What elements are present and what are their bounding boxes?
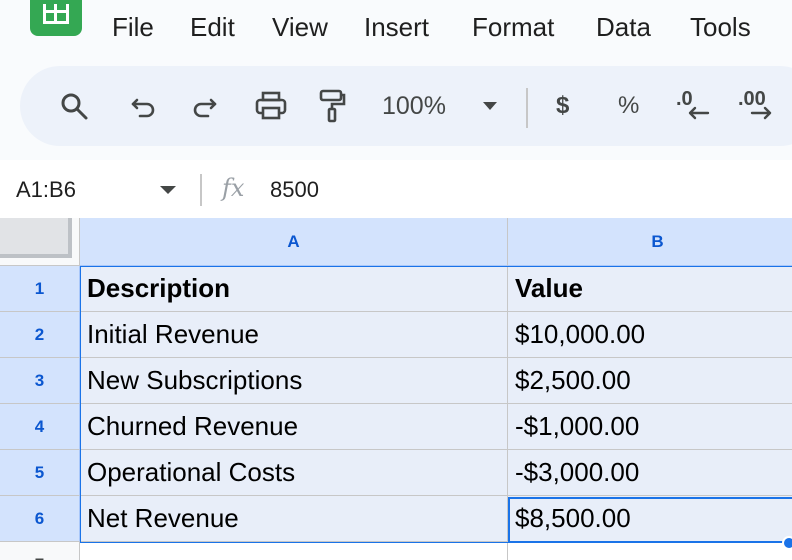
- menu-tools[interactable]: Tools: [690, 12, 751, 42]
- row-header-6[interactable]: 6: [0, 496, 80, 542]
- row-header-7[interactable]: 7: [0, 542, 80, 560]
- spreadsheet-grid: A B 1 Description Value 2 Initial Revenu…: [0, 218, 792, 560]
- select-all-corner[interactable]: [0, 218, 80, 266]
- toolbar: 100% $ % .0 .00: [20, 66, 792, 146]
- zoom-select[interactable]: 100%: [382, 91, 446, 120]
- cell-a1[interactable]: Description: [80, 266, 508, 312]
- undo-icon[interactable]: [124, 66, 164, 146]
- sheets-logo-icon[interactable]: [30, 0, 82, 36]
- cell-a2[interactable]: Initial Revenue: [80, 312, 508, 358]
- formula-input[interactable]: 8500: [270, 177, 319, 202]
- name-box[interactable]: A1:B6: [16, 177, 76, 202]
- row-header-3[interactable]: 3: [0, 358, 80, 404]
- decrease-decimal-button[interactable]: .0: [672, 66, 716, 146]
- paint-format-icon[interactable]: [312, 66, 352, 146]
- menu-bar: File Edit View Insert Format Data Tools: [0, 0, 792, 60]
- menu-data[interactable]: Data: [596, 12, 651, 42]
- chevron-down-icon[interactable]: [478, 66, 502, 146]
- menu-file[interactable]: File: [112, 12, 154, 42]
- cell-a5[interactable]: Operational Costs: [80, 450, 508, 496]
- cell-a7[interactable]: [80, 542, 508, 560]
- cell-b3[interactable]: $2,500.00: [508, 358, 792, 404]
- cell-a6[interactable]: Net Revenue: [80, 496, 508, 542]
- column-header-b[interactable]: B: [508, 218, 792, 266]
- cell-b4[interactable]: -$1,000.00: [508, 404, 792, 450]
- chevron-down-icon[interactable]: [160, 186, 176, 194]
- function-icon: fx: [222, 174, 245, 202]
- currency-format-button[interactable]: $: [556, 92, 570, 119]
- cell-b6[interactable]: $8,500.00: [508, 496, 792, 542]
- increase-decimal-button[interactable]: .00: [736, 66, 780, 146]
- percent-format-button[interactable]: %: [618, 92, 640, 119]
- menu-edit[interactable]: Edit: [190, 12, 235, 42]
- menu-insert[interactable]: Insert: [364, 12, 430, 42]
- row-header-5[interactable]: 5: [0, 450, 80, 496]
- cell-b1[interactable]: Value: [508, 266, 792, 312]
- column-header-a[interactable]: A: [80, 218, 508, 266]
- formula-divider: [200, 174, 202, 206]
- cell-b5[interactable]: -$3,000.00: [508, 450, 792, 496]
- toolbar-divider: [526, 88, 528, 128]
- fill-handle[interactable]: [782, 536, 792, 550]
- menu-view[interactable]: View: [272, 12, 328, 42]
- increase-decimal-label: .00: [738, 89, 766, 110]
- decrease-decimal-label: .0: [676, 89, 693, 110]
- row-header-2[interactable]: 2: [0, 312, 80, 358]
- cell-b2[interactable]: $10,000.00: [508, 312, 792, 358]
- formula-bar: A1:B6 fx 8500: [0, 160, 792, 218]
- search-icon[interactable]: [54, 66, 94, 146]
- cell-a3[interactable]: New Subscriptions: [80, 358, 508, 404]
- row-header-4[interactable]: 4: [0, 404, 80, 450]
- redo-icon[interactable]: [184, 66, 224, 146]
- cell-a4[interactable]: Churned Revenue: [80, 404, 508, 450]
- menu-format[interactable]: Format: [472, 12, 555, 42]
- row-header-1[interactable]: 1: [0, 266, 80, 312]
- print-icon[interactable]: [250, 66, 292, 146]
- cell-b7[interactable]: [508, 542, 792, 560]
